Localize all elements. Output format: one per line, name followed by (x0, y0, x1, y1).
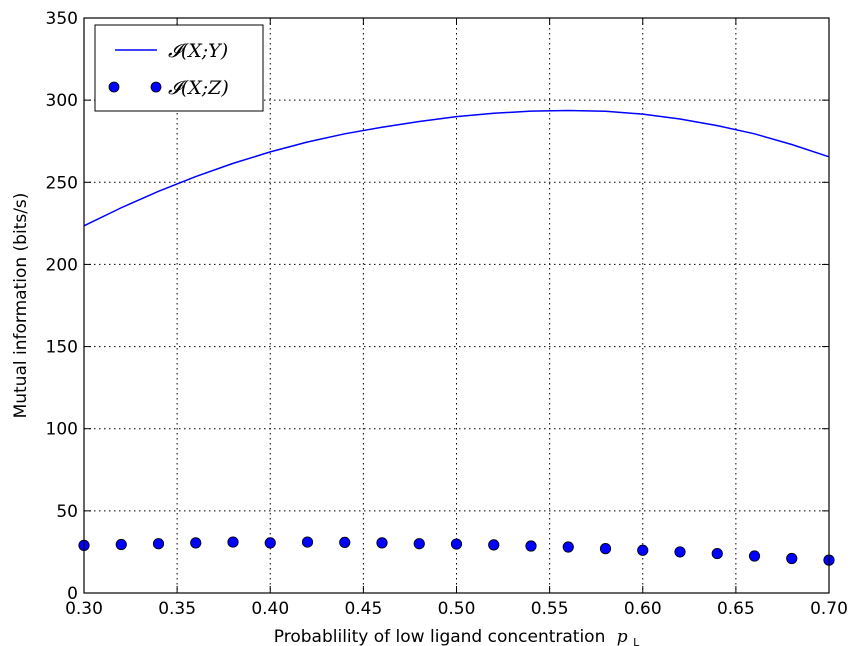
legend-marker-swatch (108, 81, 120, 93)
y-tick-label: 300 (46, 91, 78, 111)
y-axis-label: Mutual information (bits/s) (11, 193, 31, 419)
series-line-0 (83, 109, 830, 227)
series-1-point (413, 538, 425, 550)
series-1-point (376, 537, 388, 549)
x-tick-label: 0.50 (438, 599, 476, 619)
y-tick-label: 350 (46, 9, 78, 29)
y-tick-label: 50 (56, 502, 78, 522)
series-1-point (786, 552, 798, 565)
y-tick-label: 250 (46, 173, 78, 193)
series-1-point (227, 536, 239, 548)
series-1-point (562, 541, 574, 553)
x-axis-label: Probablility of low ligand concentration… (274, 627, 640, 646)
series-1-point (674, 546, 686, 558)
x-tick-label: 0.45 (344, 599, 382, 619)
ticks (83, 17, 830, 594)
series-1-point (599, 543, 612, 555)
series-1-point (264, 537, 276, 549)
y-tick-label: 150 (46, 338, 78, 358)
legend-label-series-1: 𝓘(X;Z) (168, 77, 229, 99)
x-tick-label: 0.35 (158, 599, 196, 619)
x-tick-label: 0.70 (810, 599, 848, 619)
y-tick-label: 200 (46, 255, 78, 275)
series-1-point (711, 547, 723, 560)
x-tick-label: 0.30 (65, 599, 103, 619)
series-1-point (115, 538, 127, 551)
legend: 𝓘(X;Y) 𝓘(X;Z) (94, 24, 264, 112)
y-tick-label: 0 (67, 584, 78, 604)
x-tick-label: 0.65 (717, 599, 755, 619)
legend-marker-swatch (150, 81, 162, 93)
x-tick-label: 0.55 (531, 599, 569, 619)
series-1-point (450, 538, 463, 550)
series-1-point (748, 550, 761, 562)
series-1-point (525, 540, 537, 552)
tick-labels: 0.30 0.35 0.40 0.45 0.50 0.55 0.60 0.65 0.70 0 50 1… (46, 9, 848, 619)
series-1-point (637, 544, 649, 556)
series-1-point (152, 538, 165, 550)
y-tick-label: 100 (46, 420, 78, 440)
legend-box (94, 24, 264, 112)
series-1-point (190, 537, 202, 549)
x-tick-label: 0.40 (251, 599, 289, 619)
series-1-point (301, 536, 314, 548)
x-tick-label: 0.60 (624, 599, 662, 619)
series-1-point (339, 536, 351, 549)
series-1-point (488, 539, 500, 551)
legend-label-series-0: 𝓘(X;Y) (168, 40, 228, 62)
